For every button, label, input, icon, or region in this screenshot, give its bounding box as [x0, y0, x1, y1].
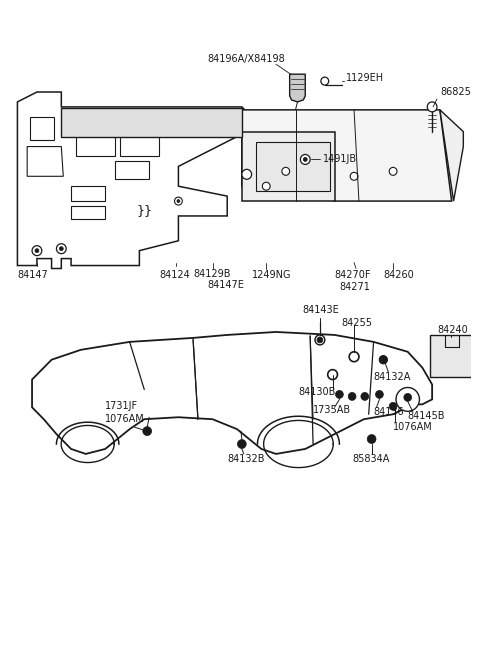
Circle shape: [379, 356, 387, 364]
Polygon shape: [256, 141, 330, 191]
Text: }}: }}: [136, 204, 152, 217]
Text: 84196A/X84198: 84196A/X84198: [208, 54, 286, 64]
Circle shape: [143, 426, 152, 436]
Polygon shape: [120, 132, 159, 157]
Text: 1491JB: 1491JB: [323, 155, 357, 164]
Text: 85834A: 85834A: [352, 454, 389, 464]
Text: 84147E: 84147E: [208, 280, 245, 290]
Circle shape: [321, 77, 329, 85]
Polygon shape: [76, 132, 115, 157]
Text: 1735AB: 1735AB: [313, 405, 351, 415]
Text: 84271: 84271: [339, 282, 370, 292]
Text: 84132B: 84132B: [227, 454, 264, 464]
Text: 1076AM: 1076AM: [105, 414, 145, 424]
Circle shape: [315, 335, 325, 345]
Circle shape: [427, 102, 437, 112]
Circle shape: [303, 157, 307, 161]
Text: 84260: 84260: [384, 271, 414, 280]
Circle shape: [263, 182, 270, 190]
Circle shape: [328, 369, 337, 379]
Text: 84130B: 84130B: [299, 388, 336, 398]
Polygon shape: [440, 110, 463, 201]
Polygon shape: [289, 74, 305, 102]
Polygon shape: [120, 117, 149, 130]
Circle shape: [177, 200, 180, 202]
Circle shape: [60, 247, 63, 251]
Circle shape: [348, 392, 356, 400]
Circle shape: [349, 352, 359, 362]
Circle shape: [300, 155, 310, 164]
Text: 84143E: 84143E: [302, 305, 339, 315]
Circle shape: [315, 335, 325, 345]
Text: 84145B: 84145B: [408, 411, 445, 421]
Polygon shape: [27, 147, 63, 176]
Text: 84124: 84124: [159, 271, 190, 280]
Polygon shape: [32, 332, 432, 454]
Text: 84255: 84255: [341, 318, 372, 328]
Polygon shape: [71, 186, 105, 201]
Circle shape: [175, 197, 182, 205]
Polygon shape: [30, 117, 53, 140]
Text: 84270F: 84270F: [335, 271, 371, 280]
Polygon shape: [430, 335, 480, 377]
Polygon shape: [71, 206, 105, 219]
Circle shape: [238, 440, 246, 449]
Circle shape: [336, 390, 343, 398]
Circle shape: [404, 394, 412, 402]
Polygon shape: [61, 108, 242, 137]
Circle shape: [317, 337, 323, 343]
Text: 84240: 84240: [437, 325, 468, 335]
Circle shape: [57, 244, 66, 253]
Circle shape: [282, 168, 289, 176]
Circle shape: [396, 388, 420, 411]
Polygon shape: [242, 110, 452, 201]
Circle shape: [389, 402, 397, 410]
Polygon shape: [242, 132, 335, 201]
Text: 1731JF: 1731JF: [105, 402, 138, 411]
Circle shape: [35, 249, 39, 253]
Circle shape: [32, 246, 42, 255]
Text: 1129EH: 1129EH: [346, 73, 384, 83]
Text: 84136: 84136: [373, 407, 404, 417]
Circle shape: [367, 434, 376, 443]
Polygon shape: [17, 92, 247, 269]
Circle shape: [361, 392, 369, 400]
Text: 1076AM: 1076AM: [393, 422, 433, 432]
Text: 86825: 86825: [440, 87, 471, 97]
Text: 1249NG: 1249NG: [252, 271, 291, 280]
Text: 84147: 84147: [17, 271, 48, 280]
Circle shape: [350, 172, 358, 180]
Text: 84132A: 84132A: [373, 371, 411, 382]
Polygon shape: [115, 161, 149, 179]
Circle shape: [242, 170, 252, 179]
Circle shape: [375, 390, 384, 398]
Circle shape: [389, 168, 397, 176]
Text: 84129B: 84129B: [193, 269, 230, 278]
